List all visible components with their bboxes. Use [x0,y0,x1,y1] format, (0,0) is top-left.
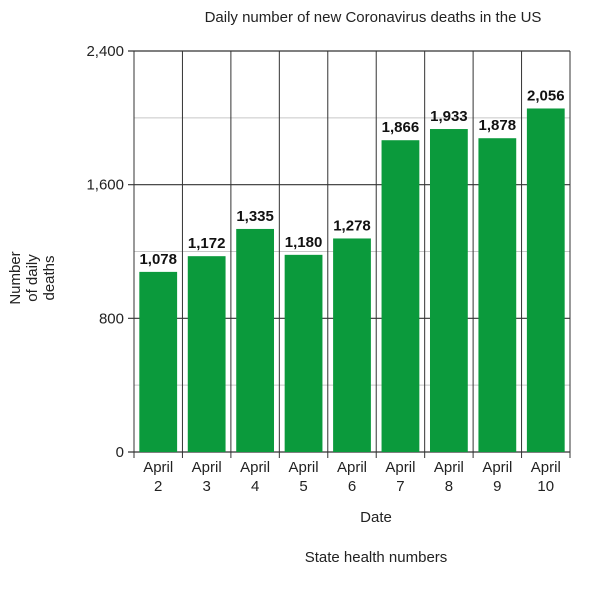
x-tick-label: 7 [396,478,404,495]
x-tick-label: 8 [445,478,453,495]
x-tick-label: April [531,459,561,476]
bar [526,108,565,452]
x-tick-label: 5 [299,478,307,495]
bar-value-label: 1,866 [382,119,420,136]
y-tick-label: 0 [116,444,124,461]
value-labels: 1,078 1,172 1,335 1,180 1,278 1,866 1,933 1,878… [139,87,564,267]
x-tick-label: April [192,459,222,476]
source-note: State health numbers [305,549,448,566]
x-tick-label: April [240,459,270,476]
x-tick-label: April [143,459,173,476]
x-tick-label: April [337,459,367,476]
x-tick-label: April [482,459,512,476]
x-tick-label: 6 [348,478,356,495]
y-tick-label: 800 [99,310,124,327]
y-axis-title: Number of daily deaths [7,251,58,304]
y-tick-label: 2,400 [86,43,124,60]
bar-value-label: 1,933 [430,108,468,125]
bar [478,138,517,452]
x-tick-label: 2 [154,478,162,495]
bar-value-label: 1,172 [188,235,226,252]
bar-value-label: 1,878 [479,117,517,134]
chart-title: Daily number of new Coronavirus deaths i… [205,9,542,26]
x-axis-title: Date [360,509,392,526]
x-tick-label: April [385,459,415,476]
y-axis-title-line: of daily [24,254,41,302]
bar [429,129,468,452]
bar [139,271,178,452]
bar-value-label: 1,278 [333,217,371,234]
bar [284,254,323,452]
x-tick-label: 9 [493,478,501,495]
bar-value-label: 1,078 [139,251,177,268]
x-tick-label: 3 [202,478,210,495]
bar [381,140,420,452]
bar [333,238,371,452]
bar [187,256,226,452]
bar-value-label: 2,056 [527,87,565,104]
y-tick-label: 1,600 [86,177,124,194]
axes: 0 800 1,600 2,400 April 2 April 3 April 4 April 5 Ap… [86,43,560,495]
x-tick-label: April [434,459,464,476]
y-axis-title-line: Number [7,251,24,304]
x-tick-label: 10 [537,478,554,495]
bars [139,108,565,452]
x-tick-label: 4 [251,478,259,495]
bar-value-label: 1,335 [236,208,274,225]
x-tick-label: April [289,459,319,476]
y-axis-title-line: deaths [41,255,58,300]
bar-value-label: 1,180 [285,234,323,251]
bar [236,228,275,452]
